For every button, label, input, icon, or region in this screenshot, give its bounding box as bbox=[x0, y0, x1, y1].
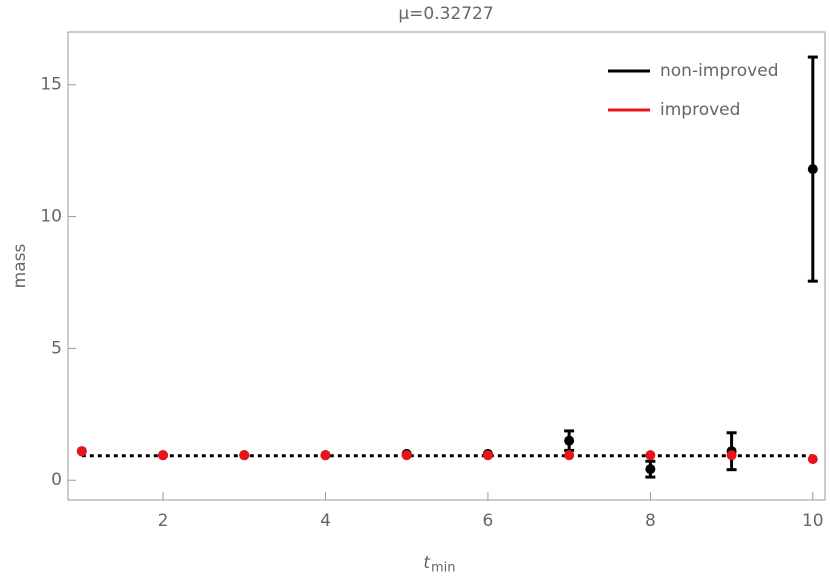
point bbox=[645, 450, 656, 461]
x-axis-label: t bbox=[423, 553, 431, 573]
x-tick-label: 6 bbox=[483, 511, 494, 531]
y-axis-label: mass bbox=[10, 244, 30, 289]
x-axis-label-sub: min bbox=[431, 561, 456, 576]
point bbox=[807, 454, 818, 465]
x-tick-label: 2 bbox=[158, 511, 169, 531]
point bbox=[564, 450, 575, 461]
point bbox=[320, 450, 331, 461]
point bbox=[239, 450, 250, 461]
point bbox=[158, 450, 169, 461]
x-tick-label: 4 bbox=[320, 511, 331, 531]
x-tick-label: 10 bbox=[802, 511, 824, 531]
point bbox=[564, 435, 575, 446]
y-tick-label: 10 bbox=[40, 207, 62, 227]
legend-label: non-improved bbox=[660, 61, 779, 81]
x-tick-label: 8 bbox=[645, 511, 656, 531]
point bbox=[76, 446, 87, 457]
point bbox=[645, 464, 656, 475]
point bbox=[807, 164, 818, 175]
point bbox=[482, 450, 493, 461]
legend-label: improved bbox=[660, 100, 740, 120]
y-tick-label: 0 bbox=[51, 470, 62, 490]
point bbox=[401, 450, 412, 461]
y-tick-label: 5 bbox=[51, 338, 62, 358]
chart-title: μ=0.32727 bbox=[398, 4, 493, 24]
y-tick-label: 15 bbox=[40, 75, 62, 95]
plot-frame bbox=[67, 31, 826, 501]
point bbox=[726, 450, 737, 461]
